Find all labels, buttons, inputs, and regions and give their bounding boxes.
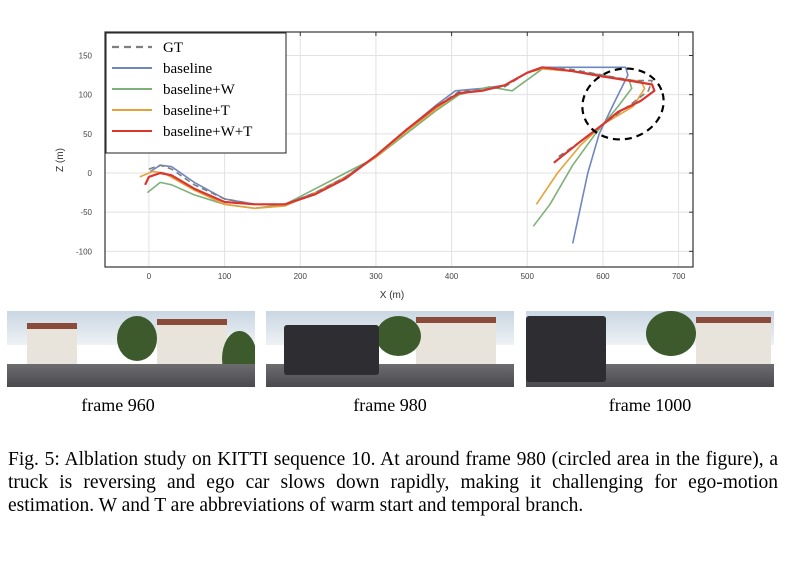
series-line-baseline-w-t: [144, 66, 656, 206]
x-tick-label: 500: [521, 272, 535, 281]
x-tick-label: 100: [218, 272, 232, 281]
x-tick-label: 300: [369, 272, 383, 281]
legend-label: baseline+W+T: [163, 124, 252, 140]
y-tick-label: 150: [79, 52, 93, 61]
y-axis-label: Z (m): [55, 148, 66, 172]
y-tick-label: -50: [80, 208, 92, 217]
plot-frame: [104, 31, 694, 268]
series-line-gt: [148, 66, 653, 206]
x-tick-label: 600: [596, 272, 610, 281]
y-tick-label: -100: [76, 247, 93, 256]
frame-1000-image: [526, 311, 774, 387]
x-tick-label: 200: [294, 272, 308, 281]
legend-label: GT: [163, 40, 183, 56]
y-tick-label: 100: [79, 91, 93, 100]
legend-label: baseline: [163, 61, 212, 77]
legend-label: baseline+T: [163, 103, 230, 119]
x-tick-label: 400: [445, 272, 459, 281]
circled-area-annotation: [581, 67, 665, 141]
frame-980-image: [266, 311, 514, 387]
frame-960-label: frame 960: [81, 395, 155, 415]
frame-1000-label: frame 1000: [608, 395, 692, 415]
y-tick-label: 0: [88, 169, 93, 178]
figure-caption: Fig. 5: Alblation study on KITTI sequenc…: [8, 449, 778, 516]
y-tick-label: 50: [83, 130, 92, 139]
x-tick-label: 700: [672, 272, 686, 281]
frame-980-label: frame 980: [353, 395, 427, 415]
frame-960-image: [7, 311, 255, 387]
legend-label: baseline+W: [163, 82, 236, 98]
x-tick-label: 0: [147, 272, 152, 281]
legend: GT baseline baseline+W baseline+T baseline+W…: [105, 32, 287, 154]
x-axis-label: X (m): [380, 290, 404, 301]
